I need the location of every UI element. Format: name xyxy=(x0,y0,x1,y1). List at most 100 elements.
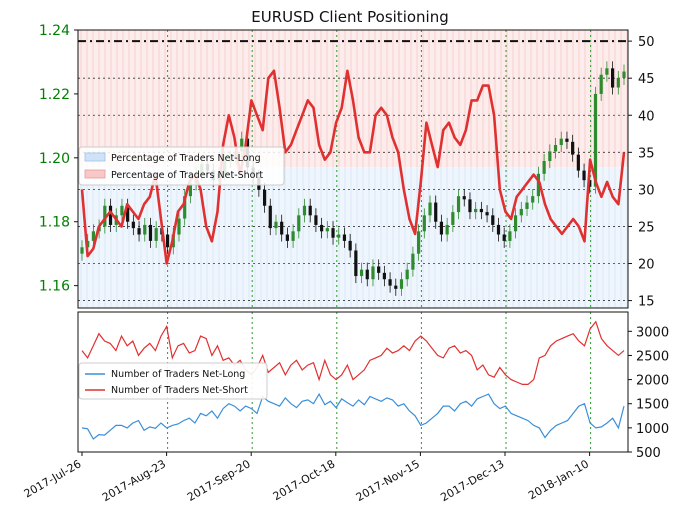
candle-body xyxy=(399,279,404,289)
candle-body xyxy=(348,240,352,251)
legend-label-net-long-count: Number of Traders Net-Long xyxy=(111,369,245,380)
legend-swatch-net-long-pct xyxy=(84,152,106,162)
candle-body xyxy=(622,71,626,78)
candle-body xyxy=(274,221,278,229)
right-axis-ticks: 15 20 25 30 35 40 45 50 xyxy=(628,35,655,310)
candle-body xyxy=(354,250,358,277)
candle-body xyxy=(365,269,369,280)
top-panel-frame xyxy=(77,29,629,309)
candle-body xyxy=(479,208,483,213)
right-tick-label: 20 xyxy=(638,258,655,273)
candle-body xyxy=(411,253,415,270)
candle-body xyxy=(519,208,523,216)
candle-body xyxy=(536,173,541,197)
candle-body xyxy=(183,196,187,219)
candle-body xyxy=(548,151,552,162)
chart-title: EURUSD Client Positioning xyxy=(251,8,449,26)
candle-body xyxy=(359,269,364,277)
bottom-right-tick-label: 2500 xyxy=(636,349,669,364)
candle-body xyxy=(285,234,289,241)
candle-body xyxy=(388,279,392,286)
candle-body xyxy=(439,221,444,235)
bottom-panel-frame xyxy=(77,311,629,453)
candle-body xyxy=(422,215,426,232)
left-tick-label: 1.24 xyxy=(39,23,70,39)
candle-body xyxy=(502,234,506,241)
candle-body xyxy=(143,224,147,235)
series-line xyxy=(81,392,625,440)
top-legend: Percentage of Traders Net-Long Percentag… xyxy=(78,146,285,186)
x-tick-label: 2017-Jul-26 xyxy=(22,457,84,500)
candle-body xyxy=(491,215,495,225)
candle-body xyxy=(80,247,84,254)
candle-body xyxy=(268,205,272,229)
candle-body xyxy=(177,218,181,235)
candle-body xyxy=(314,215,318,225)
candle-body xyxy=(474,208,478,213)
candle-body xyxy=(382,272,386,280)
legend-label-net-long-pct: Percentage of Traders Net-Long xyxy=(111,153,261,164)
candle-body xyxy=(417,231,421,254)
candle-body xyxy=(514,215,518,232)
left-tick-label: 1.18 xyxy=(39,215,70,231)
candle-body xyxy=(262,189,267,206)
right-tick-label: 30 xyxy=(638,183,655,198)
legend-label-net-short-pct: Percentage of Traders Net-Short xyxy=(111,170,263,181)
legend-swatch-net-short-pct xyxy=(84,169,106,179)
candle-body xyxy=(571,141,575,155)
candle-body xyxy=(434,202,438,222)
candle-body xyxy=(496,224,501,235)
candle-body xyxy=(405,269,409,280)
candle-body xyxy=(297,215,301,232)
left-tick-label: 1.20 xyxy=(39,151,70,167)
candle-body xyxy=(291,231,295,241)
candle-body xyxy=(616,77,620,88)
candle-body xyxy=(462,196,466,200)
candle-body xyxy=(126,205,130,222)
candle-body xyxy=(325,228,329,232)
candle-body xyxy=(451,212,455,225)
candle-body xyxy=(308,205,312,216)
x-axis-ticks: 2017-Jul-26 2017-Aug-23 2017-Sep-20 2017-Oc… xyxy=(22,452,591,504)
candle-body xyxy=(137,228,141,235)
candle-body xyxy=(582,170,586,181)
candle-body xyxy=(108,205,113,225)
candle-body xyxy=(377,266,381,273)
candle-body xyxy=(610,68,615,88)
candle-body xyxy=(508,231,512,241)
x-tick-label: 2017-Aug-23 xyxy=(100,457,168,504)
net-short-percentage-line xyxy=(80,69,626,265)
candle-body xyxy=(445,224,449,235)
x-tick-label: 2017-Dec-13 xyxy=(438,457,506,504)
candle-body xyxy=(91,231,96,241)
candle-body xyxy=(468,199,472,213)
candle-body xyxy=(120,205,124,216)
bottom-legend: Number of Traders Net-Long Number of Tra… xyxy=(78,362,268,400)
candle-body xyxy=(605,68,609,75)
x-tick-label: 2017-Oct-18 xyxy=(271,457,337,503)
legend-label-net-short-count: Number of Traders Net-Short xyxy=(111,385,248,396)
bottom-right-tick-label: 1500 xyxy=(636,398,669,413)
right-tick-label: 45 xyxy=(638,72,655,87)
left-tick-label: 1.16 xyxy=(39,279,70,295)
left-axis-ticks: 1.16 1.18 1.20 1.22 1.24 xyxy=(39,23,78,295)
series-line xyxy=(81,320,625,385)
candle-body xyxy=(342,234,347,241)
x-tick-label: 2017-Nov-15 xyxy=(354,457,422,504)
bottom-right-tick-label: 3000 xyxy=(636,325,669,340)
candle-body xyxy=(103,205,107,227)
bottom-right-axis-ticks: 500 1000 1500 2000 2500 3000 xyxy=(628,325,669,461)
candle-body xyxy=(456,196,461,213)
bottom-right-tick-label: 1000 xyxy=(636,422,669,437)
candle-body xyxy=(337,234,341,238)
candle-body xyxy=(165,234,170,248)
candle-body xyxy=(485,212,489,216)
candle-body xyxy=(331,228,335,238)
right-tick-label: 50 xyxy=(638,35,655,50)
x-tick-label: 2017-Sep-20 xyxy=(185,457,253,504)
candle-body xyxy=(553,145,558,152)
candle-body xyxy=(593,93,598,187)
candle-body xyxy=(531,196,535,203)
